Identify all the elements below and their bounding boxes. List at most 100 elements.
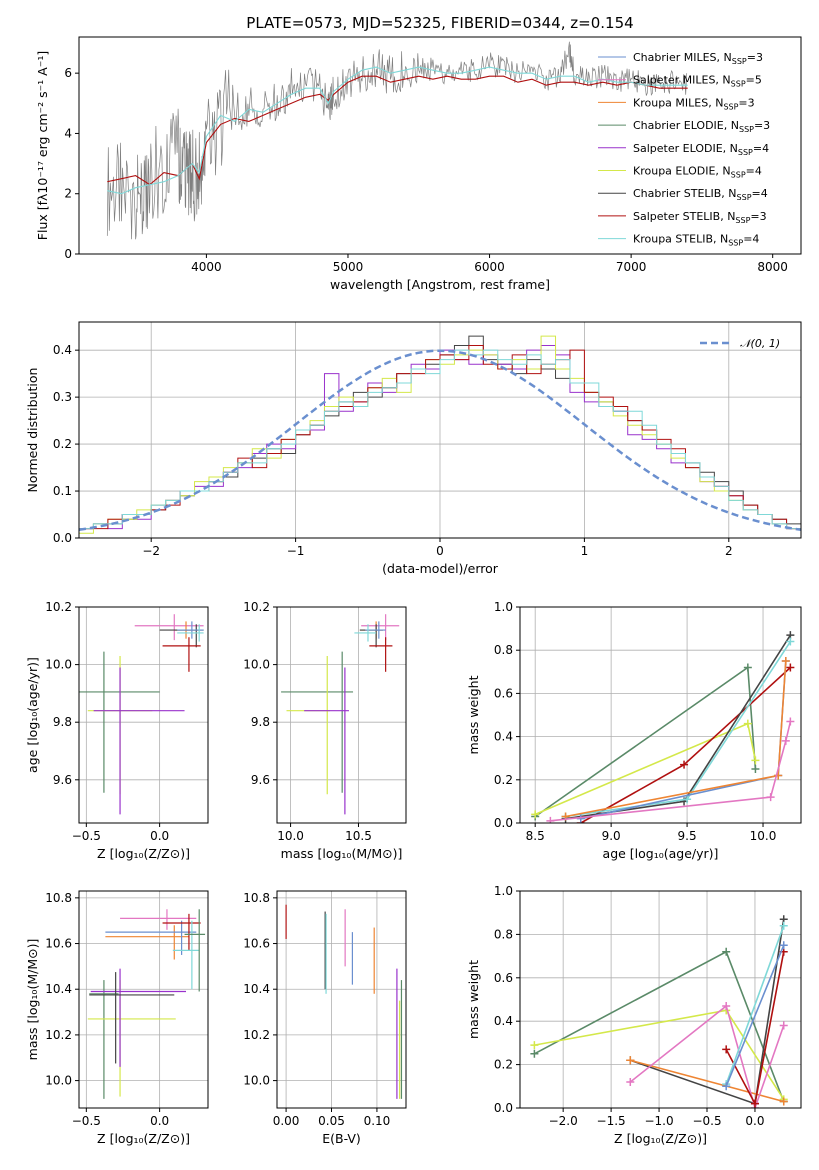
weight-marker bbox=[786, 717, 795, 726]
x-tick-label: −1.0 bbox=[644, 1114, 673, 1128]
x-tick-label: 0.10 bbox=[364, 1114, 391, 1128]
weight-line-3 bbox=[565, 634, 792, 820]
weight-marker bbox=[779, 921, 788, 930]
y-tick-label: 9.8 bbox=[53, 715, 72, 729]
y-tick-label: 0.4 bbox=[494, 1014, 513, 1028]
y-tick-label: 0.6 bbox=[494, 971, 513, 985]
spectrum-line-1 bbox=[107, 75, 688, 186]
x-tick-label: 5000 bbox=[333, 260, 364, 274]
y-tick-label: 10.4 bbox=[45, 982, 72, 996]
weight-marker bbox=[722, 1002, 731, 1011]
y-tick-label: 0.2 bbox=[494, 1058, 513, 1072]
x-axis-label: mass [log₁₀(M/M⊙)] bbox=[281, 846, 403, 861]
figure-title: PLATE=0573, MJD=52325, FIBERID=0344, z=0… bbox=[246, 14, 633, 32]
legend-sub: SSP bbox=[739, 125, 754, 134]
x-axis-label: Z [log₁₀(Z/Z⊙)] bbox=[97, 1131, 190, 1146]
x-tick-label: 10.0 bbox=[750, 829, 777, 843]
x-tick-label: 9.5 bbox=[678, 829, 697, 843]
y-tick-label: 9.6 bbox=[53, 773, 72, 787]
legend-name: Salpeter MILES, N bbox=[633, 74, 731, 87]
legend-name: Salpeter ELODIE, N bbox=[633, 142, 738, 155]
x-tick-label: 0.00 bbox=[273, 1114, 300, 1128]
axes-frame bbox=[78, 321, 802, 539]
x-tick-label: 0.05 bbox=[318, 1114, 345, 1128]
y-tick-label: 10.8 bbox=[243, 891, 270, 905]
axes-frame bbox=[78, 890, 209, 1109]
legend-tail: =3 bbox=[747, 51, 763, 64]
axes-frame bbox=[276, 890, 407, 1109]
y-tick-label: 10.4 bbox=[243, 982, 270, 996]
x-tick-label: −1 bbox=[287, 544, 305, 558]
legend-sub: SSP bbox=[731, 80, 746, 89]
x-tick-label: 1 bbox=[581, 544, 589, 558]
legend-entry: 𝒩(0, 1) bbox=[740, 337, 780, 350]
plot-area bbox=[277, 607, 406, 823]
weight-line-7 bbox=[550, 721, 792, 822]
weight-marker bbox=[766, 793, 775, 802]
plot-area bbox=[79, 891, 208, 1108]
legend-entry: Kroupa STELIB, NSSP=4 bbox=[633, 233, 759, 248]
y-tick-label: 0.8 bbox=[494, 643, 513, 657]
panel-spectrum: 4000 5000 6000 7000 8000 0 2 4 6 wavelength [Angs… bbox=[35, 36, 802, 292]
weight-marker bbox=[779, 1097, 788, 1106]
legend-entry: Salpeter STELIB, NSSP=3 bbox=[633, 210, 767, 225]
x-axis-label: wavelength [Angstrom, rest frame] bbox=[330, 277, 550, 292]
y-tick-label: 9.8 bbox=[251, 715, 270, 729]
y-tick-label: 1.0 bbox=[494, 600, 513, 614]
y-tick-label: 9.6 bbox=[251, 773, 270, 787]
legend-name: Chabrier ELODIE, N bbox=[633, 119, 739, 132]
x-tick-label: −2.0 bbox=[549, 1114, 578, 1128]
panel-mass-vs-ebv: 0.00 0.05 0.10 10.0 10.2 10.4 10.6 10.8 E(B-V) bbox=[243, 890, 407, 1146]
y-axis-label: Flux [fλ10⁻¹⁷ erg cm⁻² s⁻¹ A⁻¹] bbox=[35, 51, 50, 240]
y-axis-label: age [log₁₀(age/yr)] bbox=[25, 657, 40, 773]
y-tick-label: 4 bbox=[64, 126, 72, 140]
legend-sub: SSP bbox=[731, 171, 746, 180]
legend-name: Kroupa ELODIE, N bbox=[633, 165, 731, 178]
weight-marker bbox=[576, 814, 585, 823]
spectrum-line-0 bbox=[106, 41, 688, 240]
x-tick-label: 4000 bbox=[191, 260, 222, 274]
weight-marker bbox=[750, 1099, 759, 1108]
x-tick-label: −0.5 bbox=[72, 829, 101, 843]
legend-name: Chabrier STELIB, N bbox=[633, 187, 737, 200]
y-tick-label: 10.8 bbox=[45, 891, 72, 905]
axes-frame bbox=[78, 606, 209, 824]
y-tick-label: 0.8 bbox=[494, 927, 513, 941]
y-tick-label: 10.6 bbox=[243, 937, 270, 951]
legend-entry: Chabrier MILES, NSSP=3 bbox=[633, 51, 763, 66]
axes-frame bbox=[78, 36, 802, 255]
legend-tail: =4 bbox=[746, 165, 762, 178]
y-tick-label: 1.0 bbox=[494, 884, 513, 898]
y-axis-label: mass [log₁₀(M/M⊙)] bbox=[25, 939, 40, 1061]
legend-entry: Chabrier STELIB, NSSP=4 bbox=[633, 187, 768, 202]
x-tick-label: 0.0 bbox=[150, 829, 169, 843]
legend-sub: SSP bbox=[735, 216, 750, 225]
weight-marker bbox=[683, 795, 692, 804]
weight-marker bbox=[774, 771, 783, 780]
weight-line-4 bbox=[565, 641, 792, 818]
panel-age-vs-Z: −0.5 0.0 9.6 9.8 10.0 10.2 Z [log₁₀(Z/Z⊙)] age … bbox=[25, 600, 209, 861]
x-tick-label: 6000 bbox=[474, 260, 505, 274]
plot-area bbox=[79, 607, 208, 823]
legend-tail: =4 bbox=[743, 233, 759, 246]
axes-frame bbox=[519, 890, 802, 1109]
y-tick-label: 0.0 bbox=[494, 1101, 513, 1115]
weight-marker bbox=[626, 1056, 635, 1065]
x-tick-label: 9.0 bbox=[602, 829, 621, 843]
legend-tail: =3 bbox=[738, 96, 754, 109]
weight-marker bbox=[786, 637, 795, 646]
weight-marker bbox=[779, 941, 788, 950]
x-tick-label: 8.5 bbox=[526, 829, 545, 843]
legend-entry: Salpeter ELODIE, NSSP=4 bbox=[633, 142, 769, 157]
legend-tail: =3 bbox=[754, 119, 770, 132]
weight-line-7 bbox=[725, 944, 785, 1087]
weight-marker bbox=[781, 736, 790, 745]
weight-marker bbox=[751, 765, 760, 773]
y-tick-label: 10.0 bbox=[243, 1074, 270, 1088]
x-axis-label: E(B-V) bbox=[322, 1131, 361, 1146]
plot-area bbox=[277, 891, 406, 1108]
y-tick-label: 0.0 bbox=[53, 531, 72, 545]
y-tick-label: 0.1 bbox=[53, 484, 72, 498]
y-tick-label: 2 bbox=[64, 187, 72, 201]
